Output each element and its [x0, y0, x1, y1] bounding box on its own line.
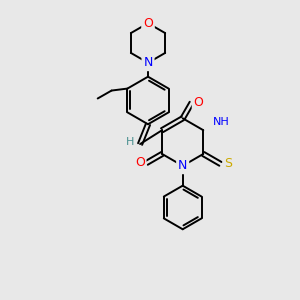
Text: H: H: [126, 137, 134, 147]
Text: N: N: [143, 56, 153, 69]
Text: O: O: [143, 17, 153, 30]
Text: N: N: [178, 159, 188, 172]
Text: NH: NH: [213, 117, 230, 127]
Text: S: S: [224, 158, 232, 170]
Text: O: O: [135, 156, 145, 170]
Text: O: O: [194, 96, 203, 110]
